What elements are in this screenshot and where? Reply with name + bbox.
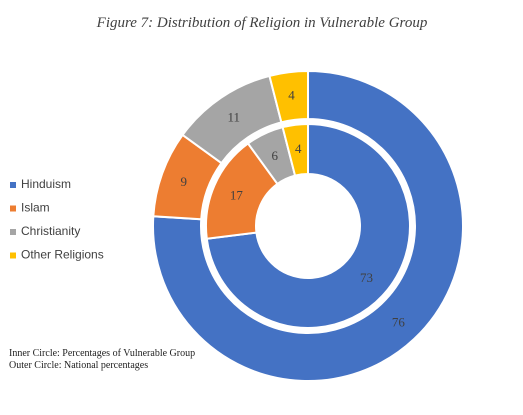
legend: Hinduism Islam Christianity Other Religions [10,177,104,262]
outer-slice-other-religions [268,69,309,124]
inner-label-islam: 17 [230,188,244,203]
inner-label-christianity: 6 [272,148,279,163]
legend-swatch-christianity [10,229,16,235]
outer-label-christianity: 11 [228,109,241,124]
legend-swatch-hinduism [10,182,16,188]
donut-rings [152,69,464,382]
outer-label-hinduism: 76 [392,315,406,330]
legend-swatch-other-religions [10,252,16,259]
slice-labels: 73 17 6 4 76 9 11 4 [181,88,406,330]
note-inner-circle: Inner Circle: Percentages of Vulnerable … [9,348,195,359]
legend-label-christianity: Christianity [21,224,80,238]
outer-slice-hinduism [152,69,464,382]
chart-title: Figure 7: Distribution of Religion in Vu… [96,15,428,31]
outer-label-other-religions: 4 [288,88,295,103]
outer-label-islam: 9 [181,174,188,189]
legend-label-islam: Islam [21,201,50,215]
inner-slice-hinduism [205,122,411,329]
inner-label-hinduism: 73 [360,270,373,285]
legend-label-other-religions: Other Religions [21,248,104,262]
inner-slice-other-religions [281,122,309,177]
legend-swatch-islam [10,205,16,212]
note-outer-circle: Outer Circle: National percentages [9,360,148,371]
inner-label-other-religions: 4 [295,141,302,156]
legend-label-hinduism: Hinduism [21,177,71,191]
